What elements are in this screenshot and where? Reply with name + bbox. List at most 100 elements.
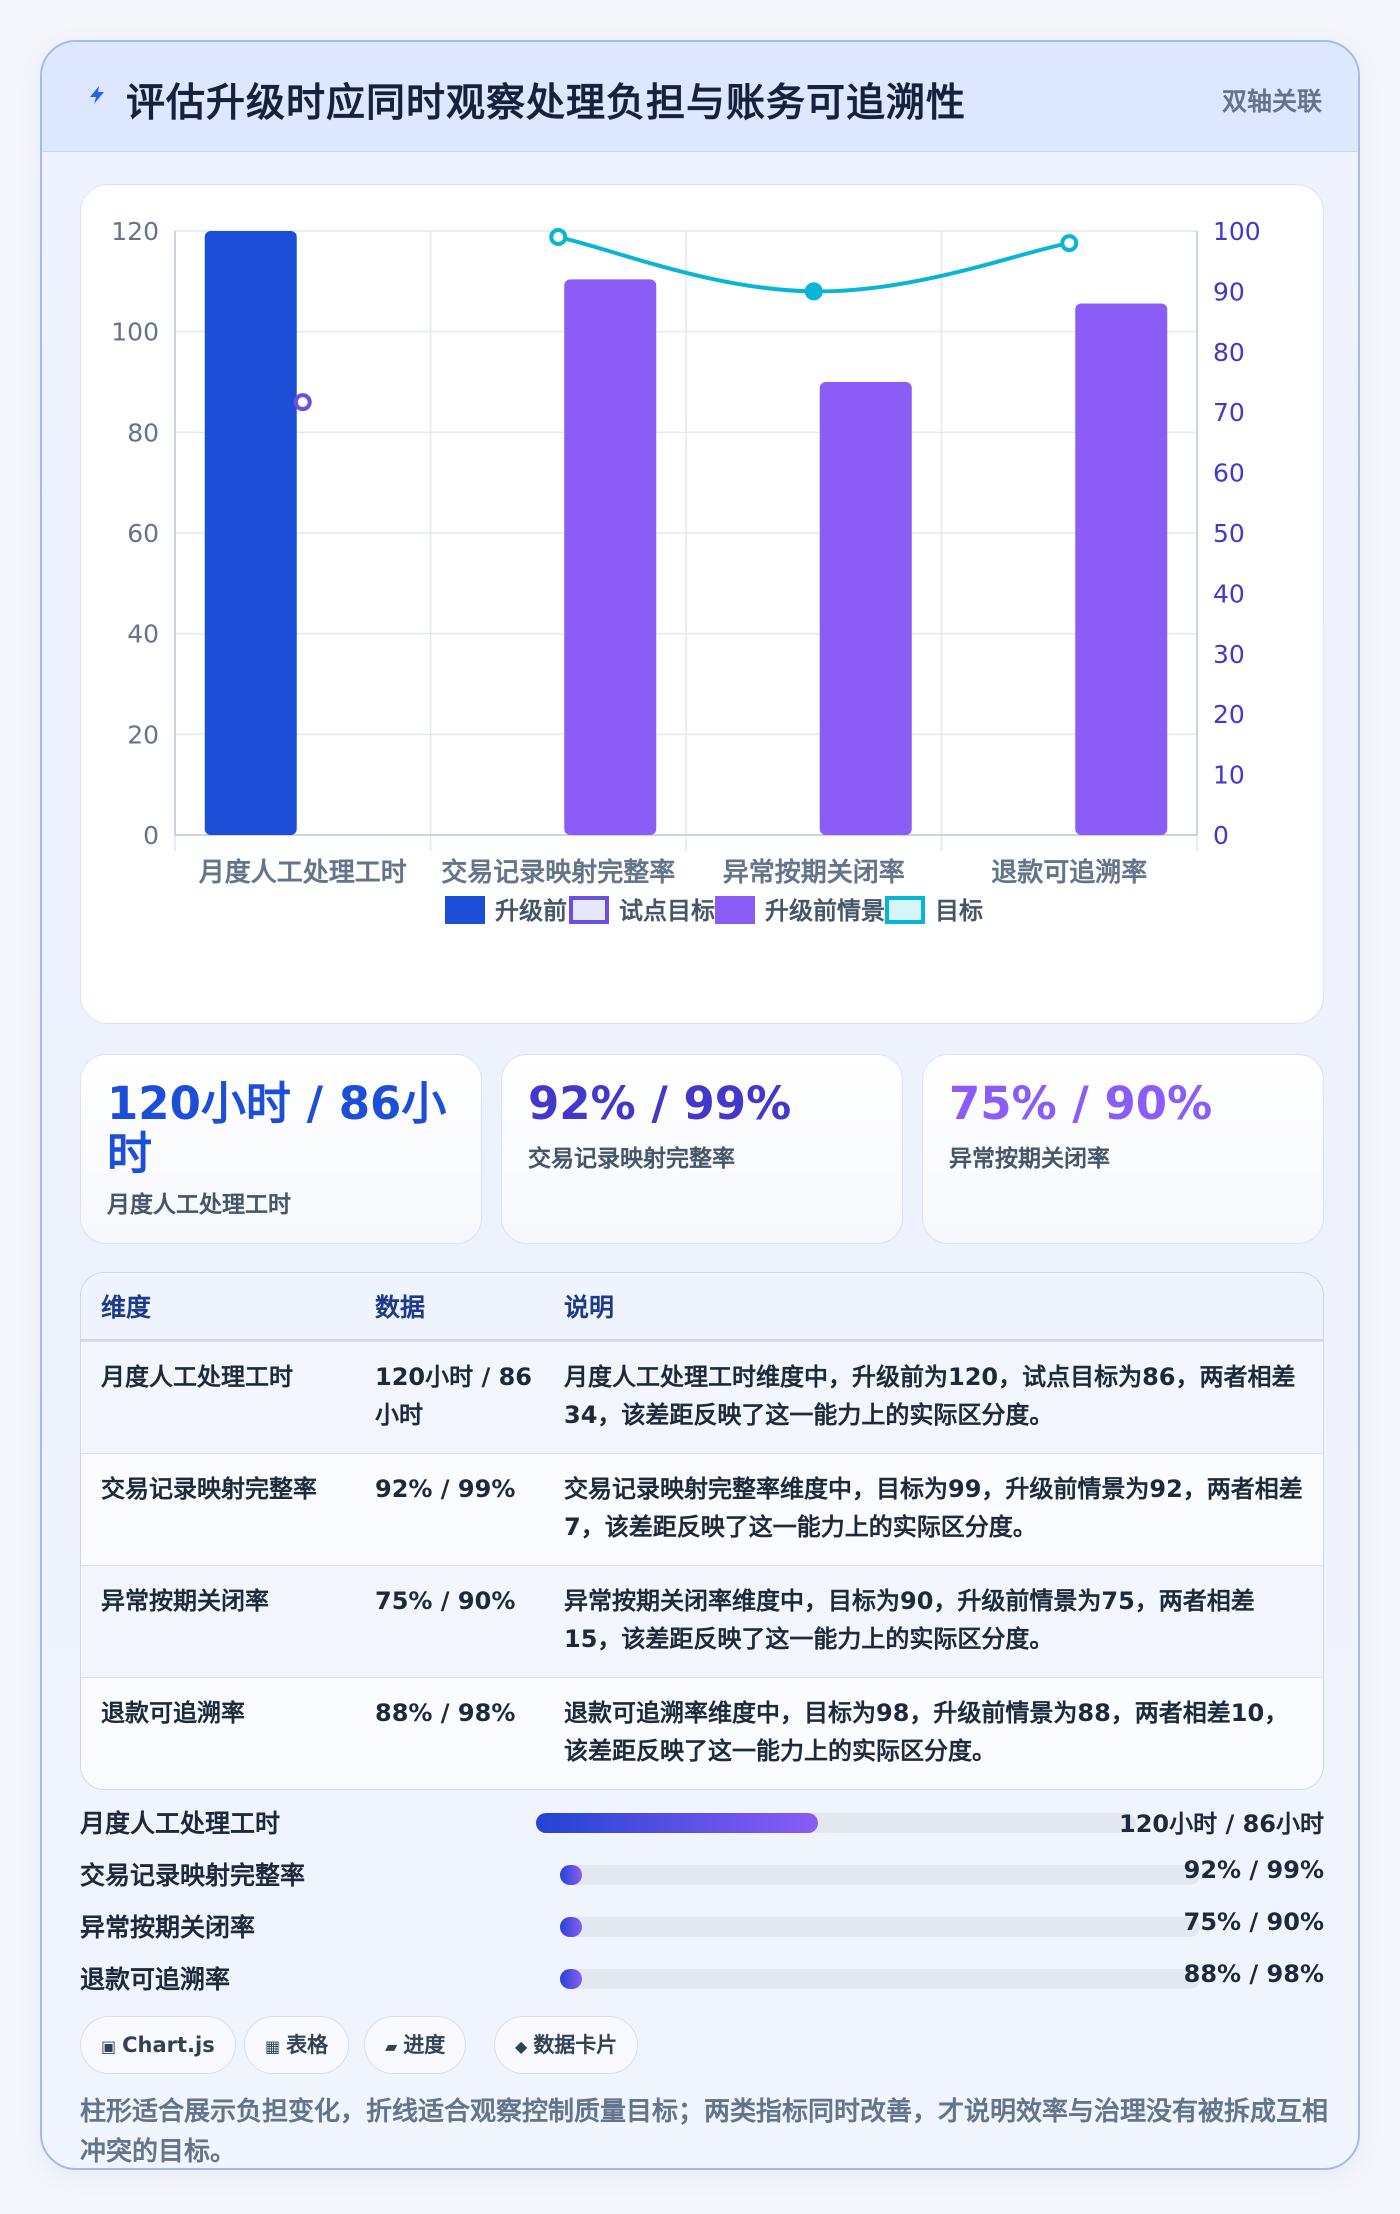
x-tick-label: 退款可追溯率 [991, 857, 1147, 888]
progress-fill [536, 1813, 818, 1833]
row-data: 75% / 90% [375, 1587, 516, 1615]
kpi-value: 120小时 / 86小时 [107, 1077, 447, 1180]
row-dimension: 退款可追溯率 [101, 1699, 245, 1727]
chart-panel: 0 20 40 60 80 100 120 0 10 20 30 40 50 60 70 80 90 100 月度人… [80, 184, 1324, 1024]
kpi-value: 92% / 99% [528, 1077, 792, 1130]
progress-fill [560, 1917, 583, 1937]
legend-swatch [445, 896, 485, 924]
progress-label: 交易记录映射完整率 [80, 1861, 306, 1890]
row-dimension: 异常按期关闭率 [101, 1587, 269, 1615]
progress-track [536, 1813, 1136, 1833]
progress-track [560, 1865, 1200, 1885]
chip-table[interactable]: ▦ 表格 [244, 2016, 350, 2074]
progress-value: 92% / 99% [1183, 1856, 1324, 1884]
progress-fill [560, 1865, 583, 1885]
data-table: 维度 数据 说明 月度人工处理工时 120小时 / 86小时 月度人工处理工时维… [80, 1272, 1324, 1790]
header-data: 数据 [375, 1293, 426, 1322]
y-left-tick-label: 0 [143, 821, 159, 850]
chip-label: Chart.js [122, 2033, 215, 2057]
point-target [1060, 234, 1079, 253]
row-description: 异常按期关闭率维度中，目标为90，升级前情景为75，两者相差15，该差距反映了这… [564, 1587, 1255, 1653]
y-left-tick-label: 20 [127, 720, 159, 749]
header-description: 说明 [564, 1293, 615, 1322]
table-icon: ▦ [265, 2037, 281, 2056]
legend-swatch [885, 896, 925, 924]
kpi-card-0: 120小时 / 86小时 月度人工处理工时 [80, 1054, 482, 1244]
legend-label: 试点目标 [619, 897, 715, 925]
table-row: 月度人工处理工时 120小时 / 86小时 月度人工处理工时维度中，升级前为12… [81, 1341, 1323, 1453]
kpi-label: 异常按期关闭率 [949, 1146, 1110, 1172]
dual-axis-tag: 双轴关联 [1221, 87, 1322, 116]
combo-chart: 0 20 40 60 80 100 120 0 10 20 30 40 50 60 70 80 90 100 月度人… [111, 217, 1261, 925]
table-row: 退款可追溯率 88% / 98% 退款可追溯率维度中，目标为98，升级前情景为8… [81, 1677, 1323, 1789]
footer-note: 柱形适合展示负担变化，折线适合观察控制质量目标；两类指标同时改善，才说明效率与治… [80, 2097, 1329, 2167]
kpi-card-1: 92% / 99% 交易记录映射完整率 [501, 1054, 903, 1244]
progress-label: 异常按期关闭率 [80, 1913, 256, 1942]
point-pilot-target [293, 393, 312, 412]
progress-icon: ▰ [385, 2037, 398, 2056]
legend-swatch [715, 896, 755, 924]
y-right-tick-label: 70 [1213, 398, 1245, 427]
chart-icon: ▣ [101, 2037, 117, 2056]
row-description: 交易记录映射完整率维度中，目标为99，升级前情景为92，两者相差7，该差距反映了… [564, 1475, 1303, 1541]
y-right-tick-label: 80 [1213, 338, 1245, 367]
kpi-card-2: 75% / 90% 异常按期关闭率 [922, 1054, 1324, 1244]
progress-track [560, 1917, 1200, 1937]
progress-fill [560, 1969, 583, 1989]
page-title: 评估升级时应同时观察处理负担与账务可追溯性 [126, 81, 967, 126]
progress-row-2: 异常按期关闭率 75% / 90% [80, 1908, 1324, 1944]
row-dimension: 月度人工处理工时 [101, 1363, 293, 1391]
y-left-tick-label: 100 [111, 318, 159, 347]
y-right-tick-label: 50 [1213, 519, 1245, 548]
chip-chartjs[interactable]: ▣ Chart.js [80, 2016, 236, 2074]
y-right-tick-label: 90 [1213, 277, 1245, 306]
chip-progress[interactable]: ▰ 进度 [364, 2016, 467, 2074]
bar-scenario [1075, 303, 1168, 836]
progress-label: 退款可追溯率 [80, 1965, 231, 1994]
point-target [549, 228, 568, 247]
table-row: 交易记录映射完整率 92% / 99% 交易记录映射完整率维度中，目标为99，升… [81, 1453, 1323, 1565]
card-header: 评估升级时应同时观察处理负担与账务可追溯性 双轴关联 [42, 42, 1358, 152]
table-row: 异常按期关闭率 75% / 90% 异常按期关闭率维度中，目标为90，升级前情景… [81, 1565, 1323, 1677]
legend-swatch [569, 896, 609, 924]
progress-value: 88% / 98% [1183, 1960, 1324, 1988]
bar-before [204, 231, 297, 835]
progress-row-1: 交易记录映射完整率 92% / 99% [80, 1856, 1324, 1892]
progress-value: 75% / 90% [1183, 1908, 1324, 1936]
kpi-label: 交易记录映射完整率 [528, 1146, 735, 1172]
progress-value: 120小时 / 86小时 [1119, 1810, 1324, 1838]
y-right-tick-label: 60 [1213, 459, 1245, 488]
kpi-value: 75% / 90% [949, 1077, 1213, 1130]
report-card: 评估升级时应同时观察处理负担与账务可追溯性 双轴关联 0 20 40 60 80 100 1… [40, 40, 1360, 2170]
chip-data-card[interactable]: ◆ 数据卡片 [494, 2016, 639, 2074]
y-right-tick-label: 20 [1213, 700, 1245, 729]
y-left-tick-label: 80 [127, 418, 159, 447]
y-right-tick-label: 30 [1213, 640, 1245, 669]
y-left-tick-label: 60 [127, 519, 159, 548]
bar-scenario [564, 279, 657, 835]
table-header-row: 维度 数据 说明 [81, 1273, 1323, 1341]
row-description: 月度人工处理工时维度中，升级前为120，试点目标为86，两者相差34，该差距反映… [564, 1363, 1296, 1429]
chip-label: 进度 [403, 2033, 446, 2057]
x-tick-label: 月度人工处理工时 [198, 857, 407, 888]
legend-label: 升级前 [495, 897, 567, 925]
bar-scenario [819, 382, 912, 835]
y-right-tick-label: 0 [1213, 821, 1229, 850]
point-target [804, 282, 823, 301]
x-tick-label: 异常按期关闭率 [723, 857, 905, 888]
chip-label: 数据卡片 [533, 2033, 618, 2057]
progress-track [560, 1969, 1200, 1989]
row-dimension: 交易记录映射完整率 [101, 1475, 317, 1503]
progress-row-0: 月度人工处理工时 120小时 / 86小时 [80, 1804, 1324, 1840]
chip-label: 表格 [286, 2033, 329, 2057]
row-data: 92% / 99% [375, 1475, 516, 1503]
progress-label: 月度人工处理工时 [80, 1809, 281, 1838]
legend-label: 目标 [935, 897, 983, 925]
row-data: 88% / 98% [375, 1699, 516, 1727]
x-tick-label: 交易记录映射完整率 [441, 857, 675, 888]
row-description: 退款可追溯率维度中，目标为98，升级前情景为88，两者相差10，该差距反映了这一… [564, 1699, 1289, 1765]
y-right-tick-label: 40 [1213, 579, 1245, 608]
y-right-tick-label: 100 [1213, 217, 1261, 246]
progress-row-3: 退款可追溯率 88% / 98% [80, 1960, 1324, 1996]
y-left-tick-label: 120 [111, 217, 159, 246]
